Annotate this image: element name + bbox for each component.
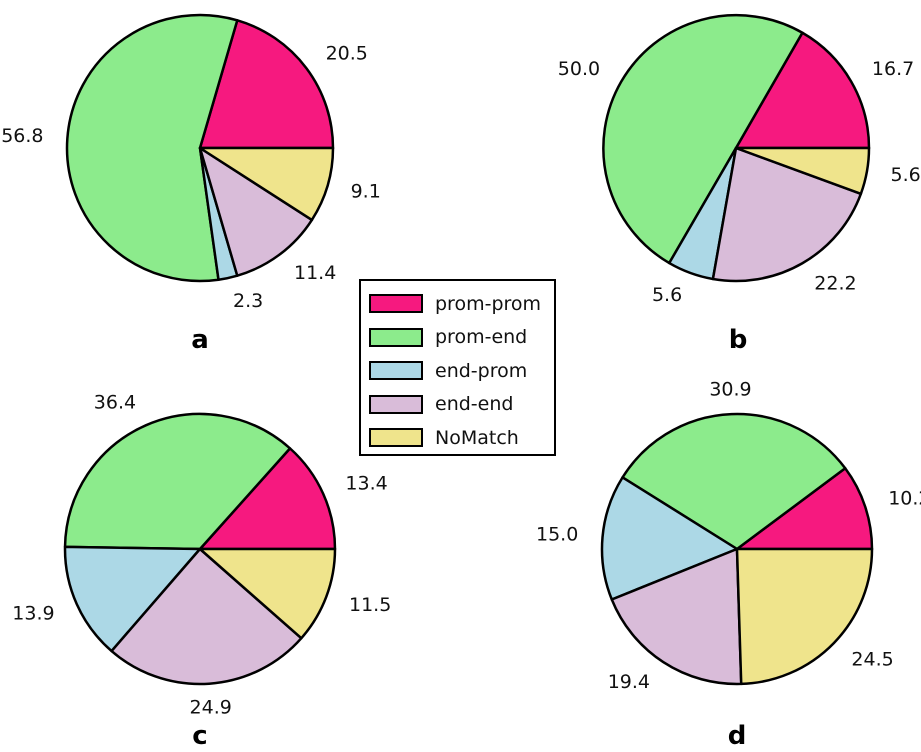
pie-c-value-label-prom-prom: 13.4: [345, 473, 387, 495]
legend-swatch-end-prom: [369, 361, 423, 381]
pie-d-slice-prom-end: [621, 412, 847, 551]
pie-a-value-label-end-prom: 2.3: [233, 290, 263, 312]
legend-label-end-prom: end-prom: [435, 359, 528, 382]
pie-d-slice-end-end: [610, 547, 743, 686]
legend-swatch-prom-prom: [369, 294, 423, 314]
pie-c-slice-end-end: [110, 547, 303, 686]
pie-b-slice-prom-end: [602, 13, 804, 265]
panel-letter-d: d: [728, 721, 747, 751]
pie-chart-c: 13.4 36.4 13.9 24.9 11.5 c: [12, 392, 391, 751]
pie-a-value-label-nomatch: 9.1: [351, 181, 381, 203]
pie-c-value-label-prom-end: 36.4: [94, 392, 136, 414]
pie-c-value-label-end-prom: 13.9: [12, 603, 54, 625]
legend-entry-end-prom: end-prom: [369, 354, 554, 388]
pie-chart-a: 20.5 56.8 2.3 11.4 9.1 a: [1, 13, 381, 355]
pie-c-value-label-end-end: 24.9: [190, 696, 232, 718]
pie-a-value-label-prom-end: 56.8: [1, 125, 43, 147]
legend-label-end-end: end-end: [435, 393, 514, 416]
legend-entry-nomatch: NoMatch: [369, 421, 554, 455]
pie-d-slice-nomatch: [735, 547, 874, 686]
pie-c-slice-prom-prom: [198, 447, 337, 551]
pie-b-value-label-end-prom: 5.6: [652, 284, 682, 306]
panel-letter-c: c: [192, 721, 207, 751]
pie-d-slice-end-prom: [600, 476, 739, 601]
panel-letter-b: b: [729, 325, 748, 355]
pie-b-slice-prom-prom: [734, 31, 871, 150]
legend-entry-end-end: end-end: [369, 388, 554, 422]
legend-swatch-prom-end: [369, 327, 423, 347]
pie-c-slice-nomatch: [198, 547, 337, 640]
pie-d-value-label-end-prom: 15.0: [536, 524, 578, 546]
pie-b-value-label-end-end: 22.2: [814, 273, 856, 295]
pie-a-slice-prom-prom: [198, 19, 335, 150]
pie-b-slice-nomatch: [734, 146, 871, 196]
legend-entry-prom-prom: prom-prom: [369, 287, 554, 321]
pie-a-slice-end-end: [198, 146, 314, 277]
pie-d-value-label-nomatch: 24.5: [851, 648, 893, 670]
pie-d-value-label-prom-prom: 10.2: [888, 487, 921, 509]
pie-a-slice-nomatch: [198, 146, 335, 222]
legend-label-prom-prom: prom-prom: [435, 292, 542, 315]
legend-entry-prom-end: prom-end: [369, 321, 554, 355]
pie-b-value-label-nomatch: 5.6: [891, 164, 921, 186]
legend-swatch-nomatch: [369, 428, 423, 448]
pie-c-value-label-nomatch: 11.5: [349, 594, 391, 616]
pie-b-value-label-prom-prom: 16.7: [872, 58, 914, 80]
pie-c-slice-prom-end: [63, 412, 292, 551]
legend-swatch-end-end: [369, 394, 423, 414]
legend-label-nomatch: NoMatch: [435, 426, 519, 449]
pie-chart-b: 16.7 50.0 5.6 22.2 5.6 b: [558, 13, 921, 355]
pie-chart-d: 10.2 30.9 15.0 19.4 24.5 d: [536, 378, 921, 751]
pie-d-slice-prom-prom: [735, 467, 874, 551]
pie-b-value-label-prom-end: 50.0: [558, 58, 600, 80]
pie-a-slice-prom-end: [65, 13, 239, 283]
pie-a-value-label-end-end: 11.4: [294, 262, 336, 284]
legend: prom-prom prom-end end-prom end-end NoMa…: [359, 279, 556, 456]
pie-d-value-label-prom-end: 30.9: [709, 378, 751, 400]
pie-d-value-label-end-end: 19.4: [608, 671, 650, 693]
pie-a-value-label-prom-prom: 20.5: [326, 42, 368, 64]
legend-label-prom-end: prom-end: [435, 326, 528, 349]
pie-c-slice-end-prom: [63, 545, 202, 653]
panel-letter-a: a: [191, 325, 209, 355]
